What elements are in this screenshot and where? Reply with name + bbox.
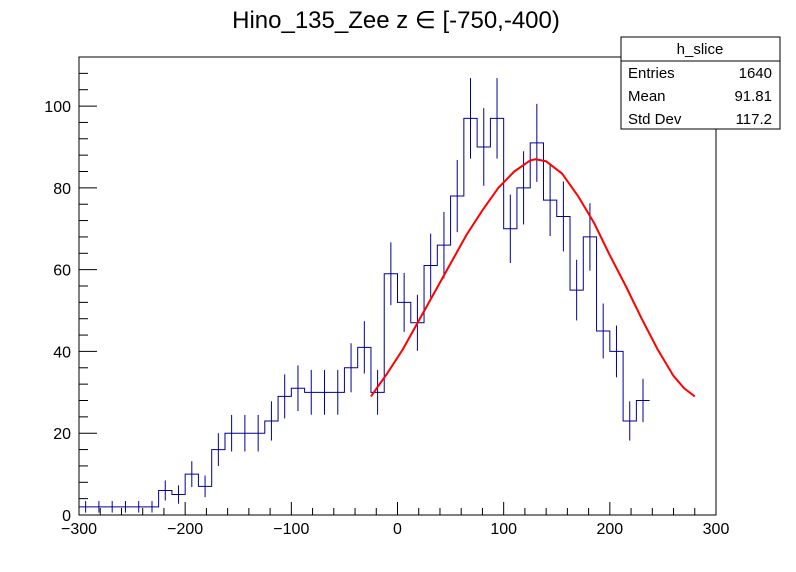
y-tick-label: 80: [53, 181, 71, 198]
histogram: [79, 78, 650, 513]
x-tick-label: 0: [393, 521, 402, 538]
stats-mean-value: 91.81: [734, 88, 772, 105]
axes: −300 −200 −100 0 100 200 300 0 20 40 60 80 100: [44, 56, 730, 538]
x-tick-label: −300: [61, 521, 97, 538]
stats-entries-value: 1640: [739, 65, 772, 82]
stats-mean-label: Mean: [628, 88, 666, 105]
y-tick-label: 0: [62, 508, 71, 525]
histogram-outline: [79, 117, 650, 508]
stats-box-frame: [620, 36, 781, 130]
x-tick-label: 300: [703, 521, 730, 538]
fit-curve: [370, 158, 696, 398]
y-tick-label: 60: [53, 263, 71, 280]
stats-box: h_slice Entries 1640 Mean 91.81 Std Dev …: [620, 36, 781, 130]
stats-box-title: h_slice: [677, 41, 724, 58]
stats-stddev-label: Std Dev: [628, 111, 682, 128]
x-tick-label: 100: [490, 521, 517, 538]
stats-stddev-value: 117.2: [736, 111, 772, 128]
y-tick-label: 100: [44, 99, 71, 116]
chart-title: Hino_135_Zee z ∈ [-750,-400): [232, 7, 560, 34]
x-tick-label: −100: [273, 521, 309, 538]
y-tick-label: 20: [53, 426, 71, 443]
fit-curve-group: [370, 158, 696, 398]
stats-entries-label: Entries: [628, 65, 675, 82]
x-tick-label: −200: [167, 521, 203, 538]
y-tick-label: 40: [53, 344, 71, 361]
x-tick-label: 200: [596, 521, 623, 538]
